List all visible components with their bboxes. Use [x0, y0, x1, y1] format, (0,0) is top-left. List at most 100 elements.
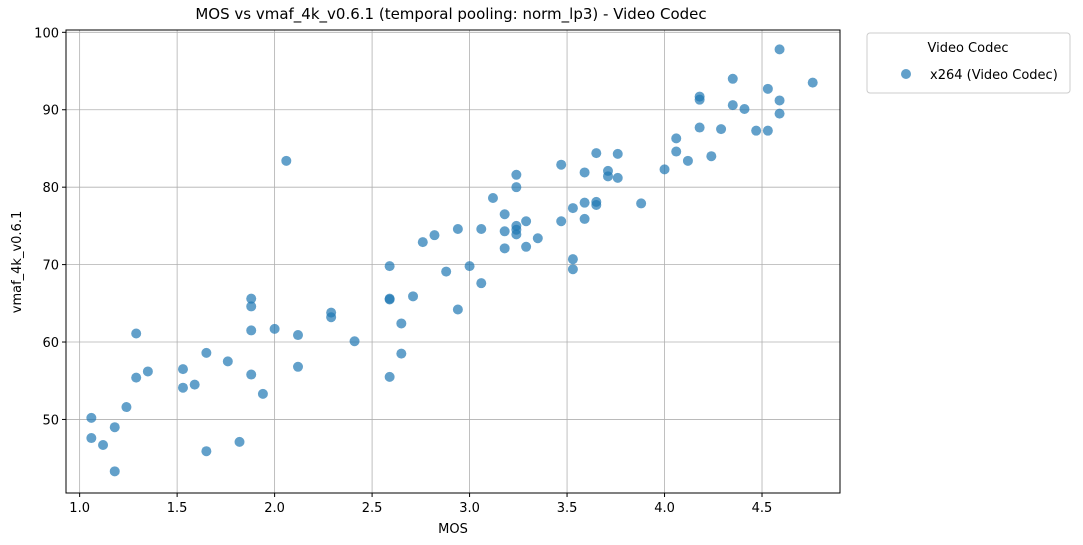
data-point: [671, 146, 682, 157]
data-point: [499, 226, 510, 237]
data-point: [579, 213, 590, 224]
data-point: [408, 291, 419, 302]
data-point: [671, 133, 682, 144]
legend-title: Video Codec: [928, 41, 1009, 56]
data-point: [499, 209, 510, 220]
data-point: [98, 439, 109, 450]
data-point: [441, 266, 452, 277]
x-tick-label: 2.0: [264, 501, 285, 516]
data-point: [246, 325, 257, 336]
data-point: [293, 330, 304, 341]
data-point: [86, 412, 97, 423]
grid: [66, 30, 840, 493]
data-point: [189, 379, 200, 390]
data-point: [532, 233, 543, 244]
legend-entry-label: x264 (Video Codec): [930, 68, 1058, 83]
data-point: [774, 44, 785, 55]
x-tick-label: 2.5: [362, 501, 383, 516]
data-point: [511, 229, 522, 240]
data-point: [384, 371, 395, 382]
data-point: [293, 361, 304, 372]
data-point: [807, 77, 818, 88]
data-point: [762, 83, 773, 94]
data-point: [384, 294, 395, 305]
data-point: [452, 223, 463, 234]
data-point: [452, 304, 463, 315]
data-point: [109, 422, 120, 433]
data-point: [556, 216, 567, 227]
y-axis-ticks: 50 60 70 80 90 100: [34, 26, 66, 428]
y-axis-label: vmaf_4k_v0.6.1: [10, 211, 25, 313]
data-point: [774, 95, 785, 106]
data-point: [521, 216, 532, 227]
data-point: [727, 100, 738, 111]
data-point: [131, 328, 142, 339]
data-point: [396, 318, 407, 329]
data-point: [246, 369, 257, 380]
legend: Video Codec x264 (Video Codec): [866, 32, 1071, 94]
x-tick-label: 3.0: [459, 501, 480, 516]
data-point: [591, 199, 602, 210]
legend-marker: [901, 69, 911, 79]
x-tick-label: 1.5: [167, 501, 188, 516]
data-point: [142, 366, 153, 377]
data-point: [257, 388, 268, 399]
data-point: [476, 223, 487, 234]
data-point: [602, 171, 613, 182]
data-point: [384, 261, 395, 272]
data-point: [464, 261, 475, 272]
data-point: [762, 125, 773, 136]
data-point: [567, 254, 578, 265]
data-point: [694, 122, 705, 133]
data-point: [131, 372, 142, 383]
data-point: [349, 336, 360, 347]
data-point: [417, 237, 428, 248]
data-point: [476, 278, 487, 289]
data-point: [246, 301, 257, 312]
legend-frame: [866, 32, 1071, 94]
data-point: [177, 382, 188, 393]
data-point: [396, 348, 407, 359]
data-point: [511, 169, 522, 180]
data-point: [636, 198, 647, 209]
data-point: [487, 193, 498, 204]
x-tick-label: 4.5: [752, 501, 773, 516]
x-axis-ticks: 1.0 1.5 2.0 2.5 3.0 3.5 4.0 4.5: [69, 493, 772, 516]
data-point: [751, 125, 762, 136]
data-point: [281, 155, 292, 166]
x-tick-label: 4.0: [654, 501, 675, 516]
x-tick-label: 3.5: [557, 501, 578, 516]
data-point: [682, 155, 693, 166]
data-point: [774, 108, 785, 119]
data-point: [86, 433, 97, 444]
data-point: [521, 241, 532, 252]
data-point: [234, 436, 245, 447]
data-point: [579, 167, 590, 178]
data-point: [511, 182, 522, 193]
data-point: [177, 364, 188, 375]
data-point: [612, 172, 623, 183]
y-tick-label: 50: [42, 413, 59, 428]
chart-title: MOS vs vmaf_4k_v0.6.1 (temporal pooling:…: [195, 5, 706, 24]
data-point: [326, 312, 337, 323]
data-point: [739, 103, 750, 114]
data-point: [201, 347, 212, 358]
y-tick-label: 70: [42, 259, 59, 274]
data-point: [567, 264, 578, 275]
y-tick-label: 90: [42, 104, 59, 119]
data-point: [716, 124, 727, 135]
x-axis-label: MOS: [438, 522, 468, 537]
x-tick-label: 1.0: [69, 501, 90, 516]
data-point: [246, 293, 257, 304]
y-tick-label: 60: [42, 336, 59, 351]
data-points: [86, 44, 818, 477]
data-point: [694, 94, 705, 105]
data-point: [579, 197, 590, 208]
data-point: [612, 148, 623, 159]
data-point: [201, 446, 212, 457]
data-point: [591, 148, 602, 159]
data-point: [429, 230, 440, 241]
data-point: [727, 73, 738, 84]
data-point: [567, 203, 578, 214]
